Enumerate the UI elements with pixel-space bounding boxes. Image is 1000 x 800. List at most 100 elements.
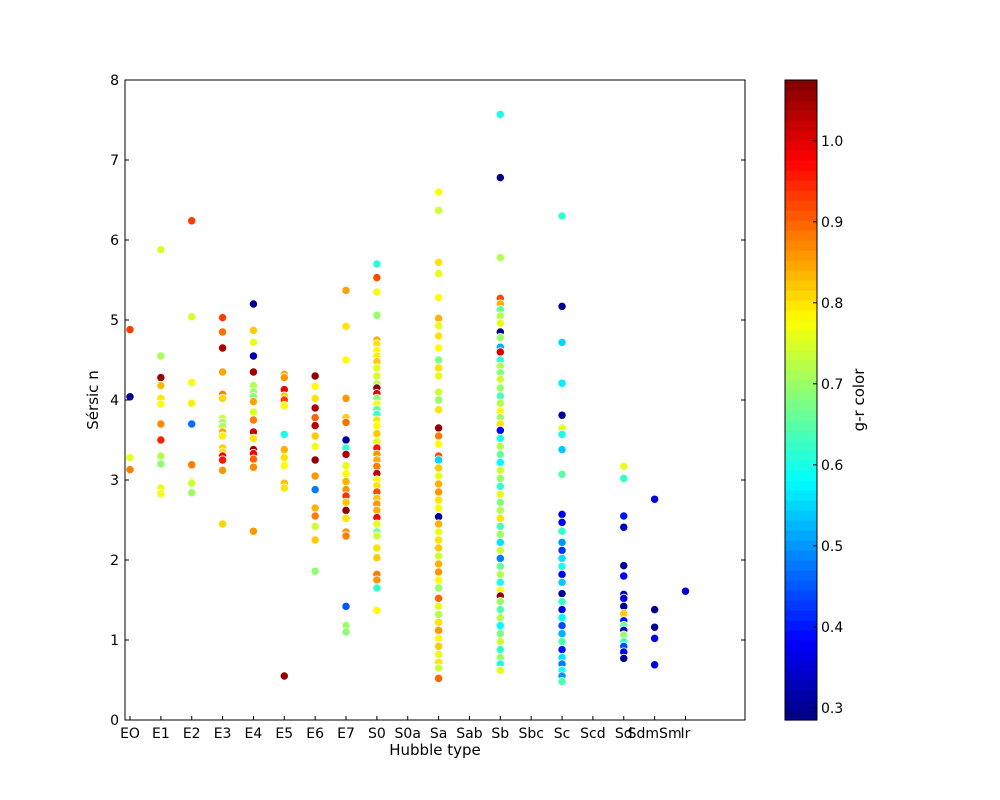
colorbar-segment <box>785 540 817 551</box>
data-point <box>495 665 505 676</box>
data-point <box>433 455 444 465</box>
data-point <box>495 545 505 556</box>
x-tick-label: E2 <box>183 726 201 742</box>
data-point <box>248 415 259 425</box>
data-point <box>341 513 351 524</box>
y-tick-label: 7 <box>110 153 119 169</box>
data-point <box>372 575 382 585</box>
data-point <box>649 622 660 632</box>
data-point <box>372 259 382 269</box>
colorbar-tick-label: 0.6 <box>821 458 843 474</box>
data-point <box>341 417 351 428</box>
data-point <box>495 497 505 508</box>
data-point <box>248 396 259 407</box>
y-tick-label: 0 <box>110 713 119 729</box>
colorbar-segment <box>785 620 817 631</box>
data-point <box>433 609 444 620</box>
data-point <box>433 423 444 433</box>
data-point <box>495 644 505 655</box>
data-point <box>341 435 351 445</box>
data-point <box>341 449 351 460</box>
data-point <box>433 292 444 303</box>
colorbar-tick-label: 0.9 <box>821 215 843 231</box>
x-tick-label: E3 <box>214 726 232 742</box>
data-point <box>187 460 197 470</box>
data-point <box>433 257 444 268</box>
data-point <box>248 367 259 377</box>
data-point <box>557 676 567 687</box>
colorbar-segment <box>785 520 817 531</box>
data-point <box>217 312 228 323</box>
data-point <box>433 633 444 644</box>
data-point <box>433 495 444 505</box>
data-point <box>156 451 166 461</box>
data-point <box>433 649 444 660</box>
data-point <box>557 553 567 564</box>
data-point <box>557 604 567 615</box>
x-tick-label: E4 <box>245 726 263 742</box>
colorbar-segment <box>785 80 817 91</box>
data-point <box>557 517 567 528</box>
data-point <box>619 461 629 472</box>
data-point <box>310 393 320 404</box>
data-point <box>433 559 444 569</box>
data-point <box>619 653 629 664</box>
colorbar-segment <box>785 350 817 361</box>
data-point <box>433 363 444 373</box>
data-point <box>433 331 444 341</box>
data-point <box>433 535 444 545</box>
colorbar-segment <box>785 530 817 541</box>
colorbar-segment <box>785 340 817 351</box>
data-point <box>557 537 567 548</box>
data-point <box>557 577 567 588</box>
colorbar-segment <box>785 470 817 481</box>
data-point <box>248 526 259 536</box>
data-point <box>187 377 197 388</box>
data-point <box>495 569 505 580</box>
data-point <box>433 371 444 381</box>
data-point <box>248 433 259 444</box>
data-point <box>495 449 505 460</box>
data-point <box>310 455 320 465</box>
colorbar-segment <box>785 440 817 451</box>
colorbar-segment <box>785 270 817 281</box>
data-point <box>495 604 505 615</box>
colorbar-segment <box>785 680 817 691</box>
colorbar-segment <box>785 280 817 291</box>
colorbar-segment <box>785 180 817 191</box>
colorbar: 0.3 0.4 0.5 0.6 0.7 0.8 0.9 1.0 <box>784 79 843 721</box>
data-point <box>495 596 505 607</box>
data-point <box>372 420 382 431</box>
colorbar-segment <box>785 120 817 131</box>
data-point <box>310 566 320 576</box>
colorbar-segment <box>785 130 817 141</box>
data-point <box>310 371 320 381</box>
data-point <box>495 577 505 588</box>
data-point <box>279 483 289 493</box>
colorbar-segment <box>785 250 817 261</box>
colorbar-segment <box>785 360 817 371</box>
colorbar-segment <box>785 150 817 161</box>
data-point <box>433 543 444 553</box>
data-point <box>310 431 320 441</box>
data-point <box>372 531 382 541</box>
data-point <box>433 387 444 397</box>
colorbar-segment <box>785 290 817 301</box>
y-axis-label: Sérsic n <box>84 370 102 429</box>
colorbar-segment <box>785 510 817 521</box>
data-point <box>279 460 289 471</box>
data-point <box>187 419 197 429</box>
colorbar-segment <box>785 370 817 381</box>
data-point <box>433 673 444 684</box>
data-point <box>495 425 505 436</box>
colorbar-segment <box>785 590 817 601</box>
data-point <box>495 465 505 476</box>
data-point <box>279 429 289 440</box>
data-point <box>310 535 320 545</box>
data-point <box>557 644 567 655</box>
colorbar-segment <box>785 160 817 171</box>
colorbar-segment <box>785 100 817 111</box>
x-axis: EO E1 E2 E3 E4 E5 E6 E7 S0 S0a Sa Sab Sb Sbc Sc Scd SdSd… <box>120 716 691 742</box>
colorbar-segment <box>785 690 817 701</box>
data-point <box>619 560 629 571</box>
